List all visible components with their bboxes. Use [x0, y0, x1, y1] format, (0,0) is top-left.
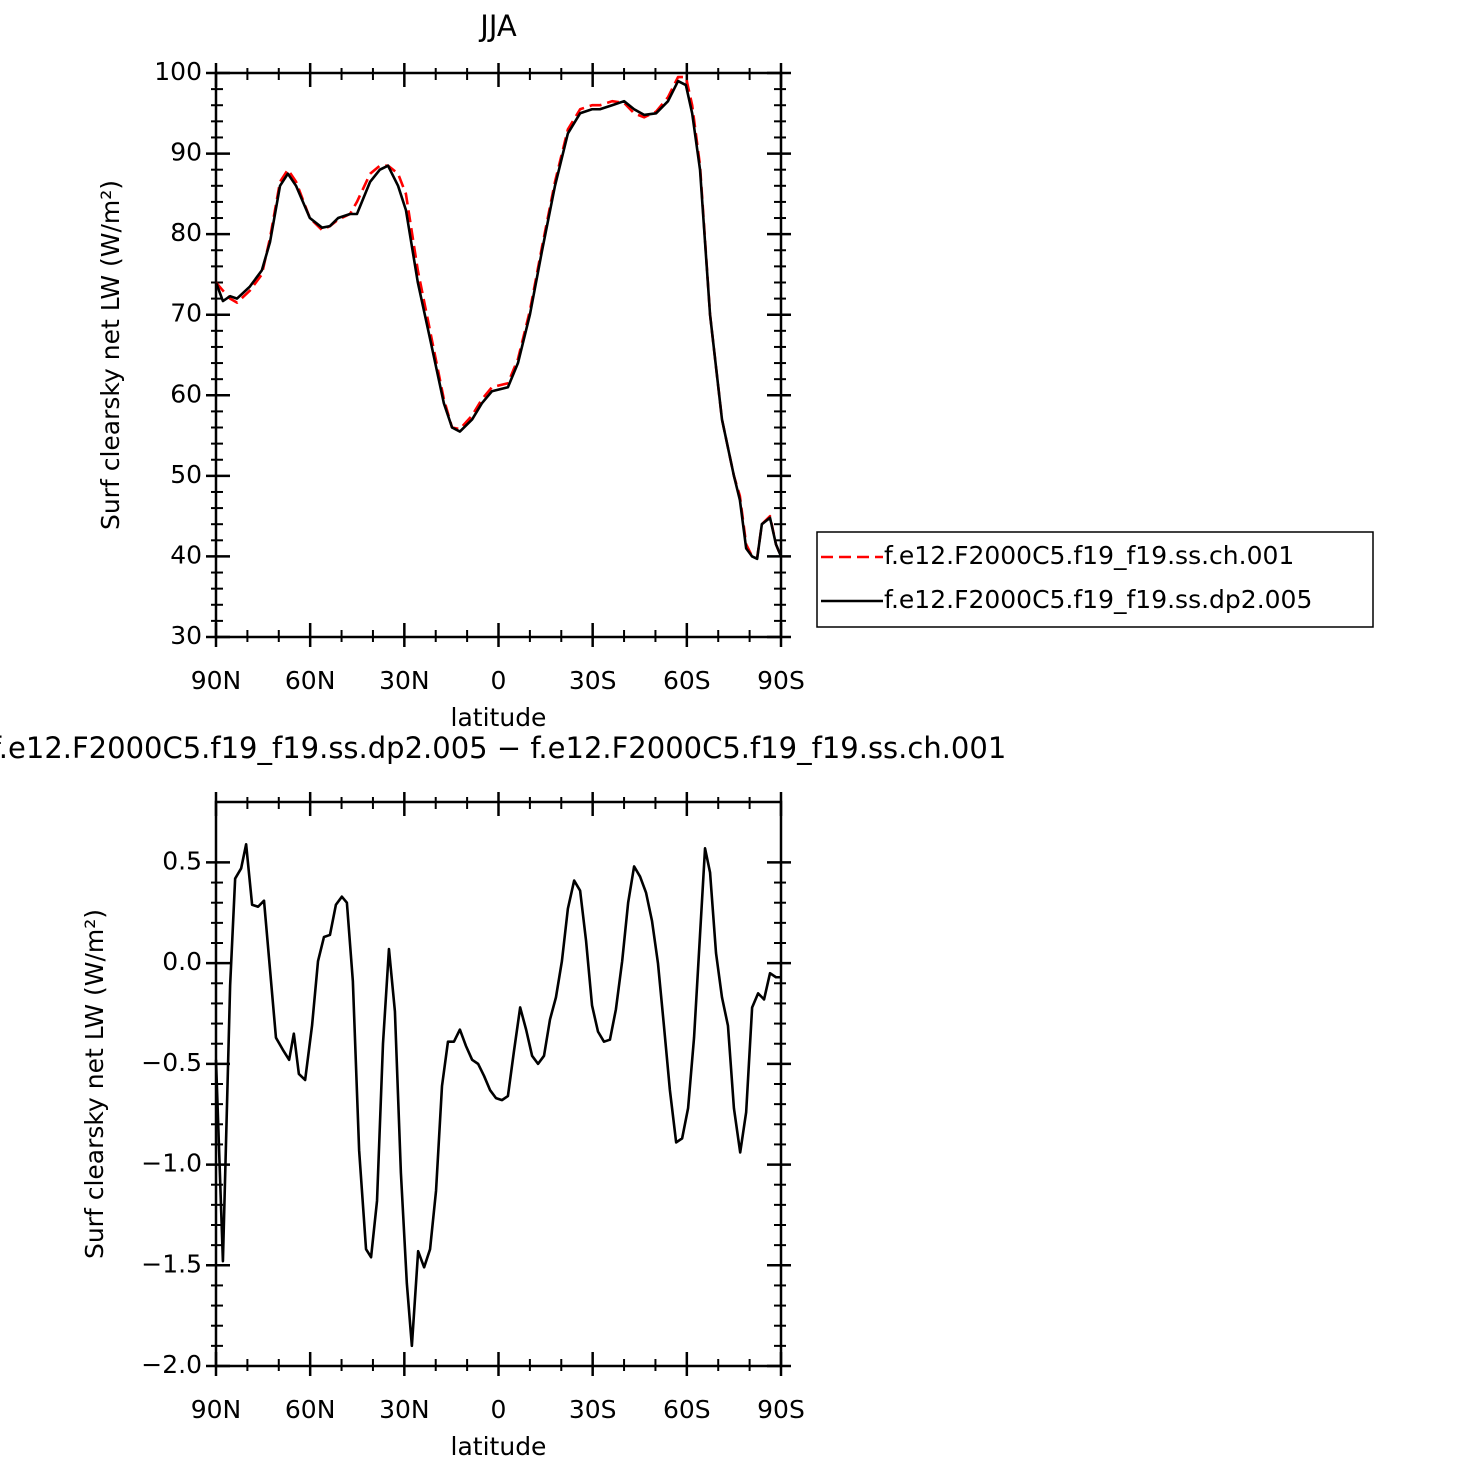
legend-box: [816, 531, 1374, 628]
y-tick-label: 90: [170, 138, 202, 167]
data-line: [214, 843, 781, 1348]
y-tick-label: 70: [170, 299, 202, 328]
chart-title: f.e12.F2000C5.f19_f19.ss.dp2.005 − f.e12…: [0, 731, 1006, 765]
x-tick-label: 0: [491, 1395, 507, 1424]
data-line: [214, 79, 783, 561]
x-tick-label: 90S: [757, 666, 805, 695]
legend-label: f.e12.F2000C5.f19_f19.ss.dp2.005: [884, 585, 1312, 614]
y-tick-label: −0.5: [141, 1048, 202, 1077]
x-tick-label: 30S: [569, 1395, 617, 1424]
y-tick-label: 0.5: [162, 846, 202, 875]
x-tick-label: 60N: [285, 1395, 336, 1424]
x-tick-label: 60S: [663, 666, 711, 695]
legend-label: f.e12.F2000C5.f19_f19.ss.ch.001: [884, 541, 1294, 570]
x-axis-label: latitude: [451, 703, 547, 732]
y-tick-label: 60: [170, 379, 202, 408]
x-tick-label: 0: [491, 666, 507, 695]
x-tick-label: 90S: [757, 1395, 805, 1424]
x-tick-label: 60N: [285, 666, 336, 695]
y-tick-label: 0.0: [162, 947, 202, 976]
y-axis-label: Surf clearsky net LW (W/m²): [80, 909, 109, 1259]
chart-title: JJA: [478, 9, 517, 43]
x-axis-label: latitude: [451, 1432, 547, 1461]
x-tick-label: 30S: [569, 666, 617, 695]
y-tick-label: −1.5: [141, 1249, 202, 1278]
x-tick-label: 30N: [379, 1395, 430, 1424]
y-tick-label: 100: [154, 57, 202, 86]
x-tick-label: 30N: [379, 666, 430, 695]
y-tick-label: 50: [170, 460, 202, 489]
y-tick-label: −1.0: [141, 1149, 202, 1178]
x-tick-label: 90N: [191, 1395, 242, 1424]
plot-frame: [214, 71, 783, 639]
y-tick-label: −2.0: [141, 1350, 202, 1379]
plot-frame: [214, 800, 783, 1368]
y-tick-label: 30: [170, 621, 202, 650]
x-tick-label: 60S: [663, 1395, 711, 1424]
x-tick-label: 90N: [191, 666, 242, 695]
y-tick-label: 80: [170, 218, 202, 247]
y-axis-label: Surf clearsky net LW (W/m²): [96, 180, 125, 530]
y-tick-label: 40: [170, 540, 202, 569]
